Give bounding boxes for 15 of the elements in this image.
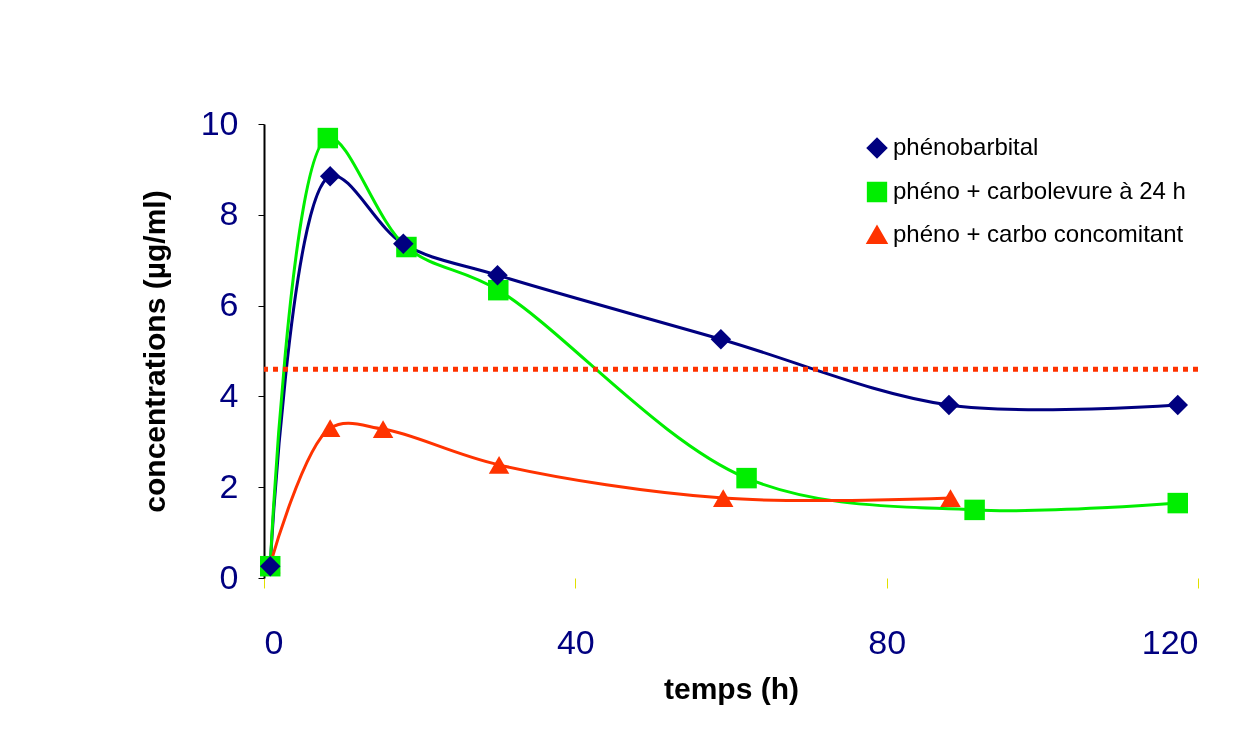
y-tick-label: 2 <box>219 466 239 505</box>
x-tick-label: 120 <box>1141 622 1199 661</box>
x-tick-label: 80 <box>868 622 907 661</box>
y-axis-title: concentrations (µg/ml) <box>137 190 171 513</box>
x-tick-label: 0 <box>264 622 284 661</box>
legend-label: phénobarbital <box>893 133 1039 160</box>
x-axis-title: temps (h) <box>664 671 799 705</box>
y-tick-label: 8 <box>219 194 239 233</box>
y-tick-label: 6 <box>219 285 239 324</box>
y-tick-label: 10 <box>200 103 239 142</box>
legend-label: phéno + carbo concomitant <box>893 220 1184 247</box>
x-tick-label: 40 <box>556 622 595 661</box>
y-tick-label: 0 <box>219 557 239 596</box>
y-tick-label: 4 <box>219 375 239 414</box>
legend-label: phéno + carbolevure à 24 h <box>893 177 1186 204</box>
